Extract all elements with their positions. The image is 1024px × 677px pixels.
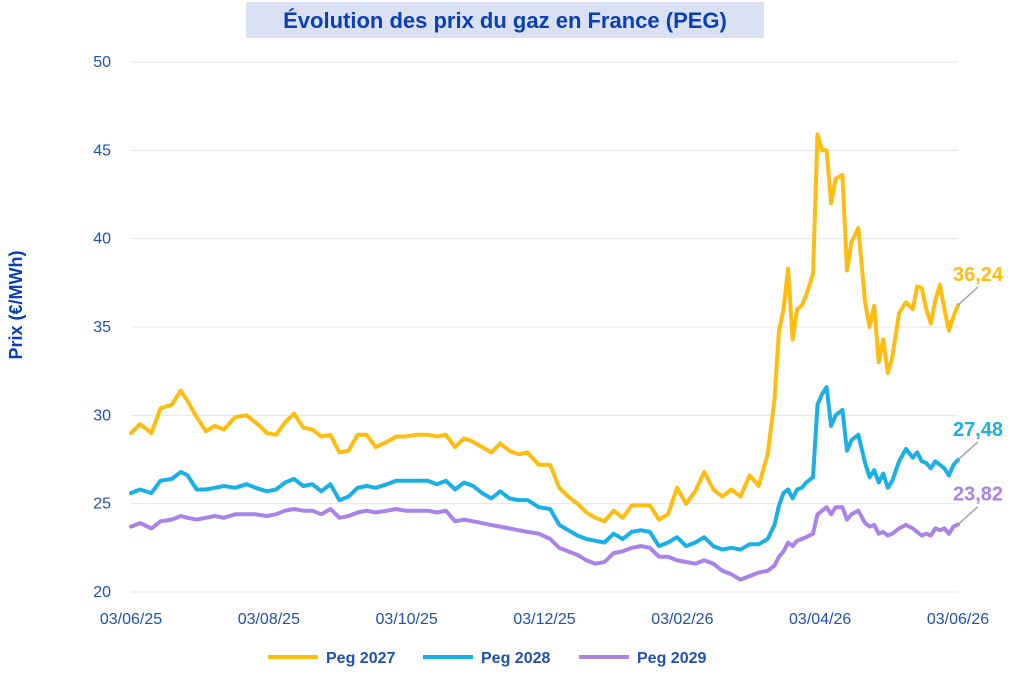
series-lines <box>129 132 960 582</box>
x-tick-label: 03/08/25 <box>238 611 300 628</box>
end-labels: 36,24 27,48 23,82 <box>953 264 1004 526</box>
end-value-label: 23,82 <box>953 484 1003 506</box>
legend: Peg 2027 Peg 2028 Peg 2029 <box>268 650 706 667</box>
x-tick-label: 03/06/25 <box>100 611 162 628</box>
end-label-leader <box>957 505 979 526</box>
legend-label: Peg 2029 <box>637 650 706 667</box>
series-line-peg-2028 <box>129 385 960 552</box>
x-tick-label: 03/06/26 <box>927 611 989 628</box>
end-value-label: 36,24 <box>953 264 1004 286</box>
y-tick-label: 25 <box>93 496 111 513</box>
y-axis-label: Prix (€/MWh) <box>6 250 26 359</box>
y-tick-label: 50 <box>93 54 111 71</box>
x-tick-label: 03/02/26 <box>651 611 713 628</box>
end-label-leader <box>957 441 979 461</box>
legend-label: Peg 2028 <box>481 650 550 667</box>
end-label-leader <box>957 286 979 306</box>
legend-label: Peg 2027 <box>326 650 395 667</box>
y-tick-label: 35 <box>93 319 111 336</box>
y-tick-label: 30 <box>93 407 111 424</box>
end-value-label: 27,48 <box>953 419 1003 441</box>
series-line-peg-2029 <box>129 505 960 582</box>
y-tick-label: 40 <box>93 231 111 248</box>
chart-title: Évolution des prix du gaz en France (PEG… <box>283 8 727 33</box>
y-tick-label: 45 <box>93 142 111 159</box>
x-axis-ticks: 03/06/25 03/08/25 03/10/25 03/12/25 03/02/26… <box>100 611 989 628</box>
chart-title-background <box>246 2 764 38</box>
x-tick-label: 03/04/26 <box>789 611 851 628</box>
y-tick-label: 20 <box>93 584 111 601</box>
x-tick-label: 03/12/25 <box>513 611 575 628</box>
series-line-peg-2027 <box>129 132 960 524</box>
y-axis-ticks: 20 25 30 35 40 45 50 <box>93 54 111 601</box>
x-tick-label: 03/10/25 <box>376 611 438 628</box>
